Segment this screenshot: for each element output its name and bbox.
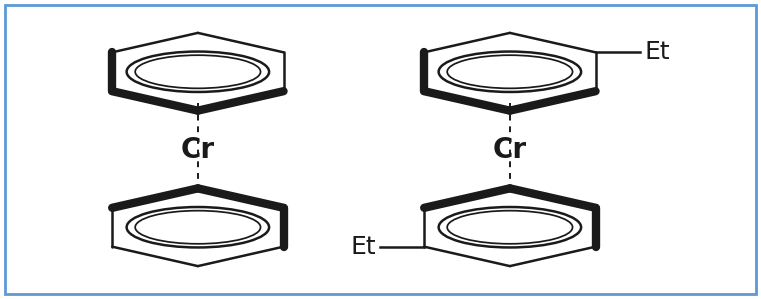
Text: Et: Et: [350, 235, 376, 259]
Text: Cr: Cr: [493, 135, 527, 164]
Text: Et: Et: [644, 40, 670, 64]
Text: Cr: Cr: [181, 135, 215, 164]
